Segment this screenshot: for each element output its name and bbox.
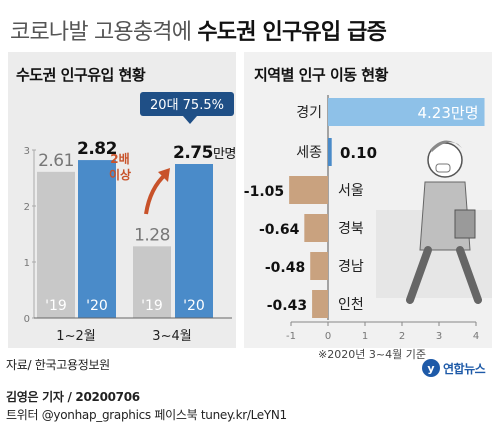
y-tick-label: 1 bbox=[24, 258, 30, 269]
person-hair-icon bbox=[430, 140, 462, 152]
region-label: 경남 bbox=[338, 259, 364, 275]
bar-value-label: 1.28 bbox=[134, 225, 170, 245]
headline-light: 코로나발 고용충격에 bbox=[10, 20, 198, 45]
annotation-line-2: 이상 bbox=[109, 167, 131, 182]
x-tick-label: -1 bbox=[286, 331, 296, 342]
source-note: 자료/ 한국고용정보원 bbox=[6, 358, 110, 372]
region-bar-경기 bbox=[328, 98, 485, 126]
y-tick-label: 2 bbox=[24, 202, 30, 213]
growth-arrow-head bbox=[158, 168, 170, 182]
x-tick-label: 1 bbox=[362, 331, 368, 342]
bar-value-label: 2.61 bbox=[38, 151, 74, 171]
group-label-2: 3~4월 bbox=[152, 329, 191, 344]
person-legs-icon bbox=[406, 246, 482, 304]
region-bar-서울 bbox=[289, 176, 328, 204]
region-bar-경남 bbox=[310, 252, 328, 280]
callout-pointer bbox=[183, 116, 197, 124]
headline: 코로나발 고용충격에 수도권 인구유입 급증 bbox=[10, 14, 387, 46]
callout-text: 20대 75.5% bbox=[150, 98, 224, 113]
region-label: 경기 bbox=[296, 105, 322, 121]
bar-value-unit: 만명 bbox=[213, 147, 236, 162]
region-value-label: 0.10 bbox=[340, 144, 377, 162]
right-chart-title: 지역별 인구 이동 현황 bbox=[254, 66, 389, 84]
bar-value-label: 2.82 bbox=[77, 139, 117, 159]
x-tick-label: 3 bbox=[436, 331, 442, 342]
y-tick-label: 3 bbox=[24, 146, 30, 157]
bar-3~4월-'19 bbox=[133, 246, 171, 318]
x-tick-label: 2 bbox=[399, 331, 405, 342]
right-chart-note: ※2020년 3~4월 기준 bbox=[318, 348, 426, 361]
bar-year-label: '19 bbox=[45, 298, 67, 314]
bar-value-label: 2.75만명 bbox=[173, 143, 236, 163]
region-value-label: -0.43 bbox=[267, 298, 307, 314]
callout-box bbox=[140, 92, 234, 116]
region-bar-인천 bbox=[312, 290, 328, 318]
social-handles: 트위터 @yonhap_graphics 페이스북 tuney.kr/LeYN1 bbox=[6, 408, 287, 422]
region-bar-세종 bbox=[328, 138, 332, 166]
left-chart-title: 수도권 인구유입 현황 bbox=[16, 66, 146, 84]
bar-year-label: '20 bbox=[183, 298, 205, 314]
region-label: 경북 bbox=[338, 221, 364, 237]
region-value-label: -1.05 bbox=[244, 184, 284, 200]
yonhap-logo: y 연합뉴스 bbox=[422, 357, 486, 379]
region-value-label: -0.64 bbox=[259, 222, 300, 238]
yonhap-logo-icon: y bbox=[422, 359, 440, 377]
headline-bold: 수도권 인구유입 급증 bbox=[197, 20, 387, 45]
group-label-1: 1~2월 bbox=[56, 329, 95, 344]
region-label: 서울 bbox=[338, 183, 364, 199]
region-value-label: -0.48 bbox=[265, 260, 305, 276]
bar-1~2월-'20 bbox=[78, 160, 116, 318]
x-tick-label: 0 bbox=[325, 331, 331, 342]
y-tick-label: 0 bbox=[24, 314, 30, 325]
bar-year-label: '19 bbox=[141, 298, 163, 314]
growth-arrow-shaft bbox=[144, 172, 168, 215]
bar-3~4월-'20 bbox=[175, 164, 213, 318]
folder-icon bbox=[454, 209, 476, 239]
region-bar-경북 bbox=[304, 214, 328, 242]
region-label: 세종 bbox=[296, 145, 322, 161]
yonhap-logo-text: 연합뉴스 bbox=[443, 361, 486, 376]
bar-year-label: '20 bbox=[86, 298, 108, 314]
bar-1~2월-'19 bbox=[37, 171, 75, 318]
face-mask-icon bbox=[435, 163, 451, 173]
region-label: 인천 bbox=[338, 297, 364, 313]
annotation-line-1: 2배 bbox=[110, 151, 129, 166]
byline: 김영은 기자 / 20200706 bbox=[6, 390, 140, 404]
x-tick-label: 4 bbox=[473, 331, 479, 342]
region-value-label: 4.23만명 bbox=[418, 104, 479, 122]
